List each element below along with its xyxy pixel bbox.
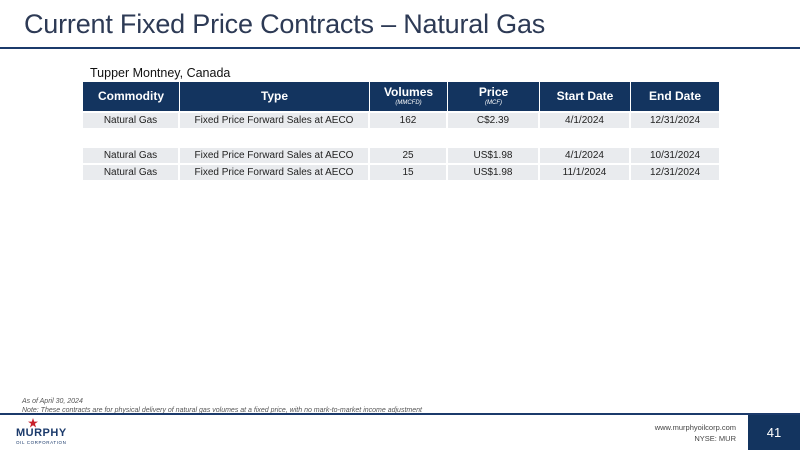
cell-type: Fixed Price Forward Sales at AECO: [180, 111, 370, 128]
ticker-label: NYSE: MUR: [694, 434, 736, 443]
cell-price: US$1.98: [448, 163, 540, 180]
cell-type: Fixed Price Forward Sales at AECO: [180, 163, 370, 180]
company-logo: MURPHY OIL CORPORATION: [16, 418, 76, 446]
header-start-date: Start Date: [540, 82, 631, 111]
cell-volumes: 25: [370, 146, 448, 163]
header-label: Commodity: [98, 89, 164, 103]
header-label: Start Date: [556, 89, 614, 103]
header-unit: (MMCFD): [395, 100, 422, 106]
header-volumes: Volumes (MMCFD): [370, 82, 448, 111]
cell-price: C$2.39: [448, 111, 540, 128]
cell-end-date: 10/31/2024: [631, 146, 719, 163]
header-label: Price: [478, 85, 509, 99]
slide-title: Current Fixed Price Contracts – Natural …: [24, 9, 546, 39]
cell-end-date: 12/31/2024: [631, 111, 719, 128]
header-price: Price (MCF): [448, 82, 540, 111]
cell-volumes: 15: [370, 163, 448, 180]
cell-commodity: Natural Gas: [83, 111, 180, 128]
table-row: Natural Gas Fixed Price Forward Sales at…: [83, 146, 719, 163]
contracts-table: Commodity Type Volumes (MMCFD) Price (MC…: [83, 82, 719, 180]
footnotes: As of April 30, 2024 Note: These contrac…: [22, 397, 422, 415]
table-spacer-row: [83, 128, 719, 146]
cell-start-date: 11/1/2024: [540, 163, 631, 180]
title-divider: [0, 47, 800, 49]
header-label: Type: [260, 89, 289, 103]
as-of-date: As of April 30, 2024: [22, 398, 83, 405]
cell-end-date: 12/31/2024: [631, 163, 719, 180]
table-row: Natural Gas Fixed Price Forward Sales at…: [83, 163, 719, 180]
cell-start-date: 4/1/2024: [540, 146, 631, 163]
table-subtitle: Tupper Montney, Canada: [90, 66, 231, 80]
table-header-row: Commodity Type Volumes (MMCFD) Price (MC…: [83, 82, 719, 111]
website-link[interactable]: www.murphyoilcorp.com: [654, 423, 736, 432]
cell-price: US$1.98: [448, 146, 540, 163]
header-label: End Date: [648, 89, 701, 103]
cell-start-date: 4/1/2024: [540, 111, 631, 128]
header-label: Volumes: [383, 85, 434, 99]
footer-divider: [0, 413, 800, 415]
header-type: Type: [180, 82, 370, 111]
cell-commodity: Natural Gas: [83, 146, 180, 163]
cell-commodity: Natural Gas: [83, 163, 180, 180]
page-number: 41: [748, 415, 800, 450]
footer-contact: www.murphyoilcorp.com NYSE: MUR: [655, 422, 736, 444]
logo-wordmark: MURPHY: [16, 427, 67, 439]
header-unit: (MCF): [485, 100, 502, 106]
table-row: Natural Gas Fixed Price Forward Sales at…: [83, 111, 719, 128]
star-icon: [28, 418, 38, 428]
header-end-date: End Date: [631, 82, 719, 111]
header-commodity: Commodity: [83, 82, 180, 111]
logo-tagline: OIL CORPORATION: [16, 440, 67, 445]
footnote-text: Note: These contracts are for physical d…: [22, 407, 422, 414]
cell-volumes: 162: [370, 111, 448, 128]
cell-type: Fixed Price Forward Sales at AECO: [180, 146, 370, 163]
